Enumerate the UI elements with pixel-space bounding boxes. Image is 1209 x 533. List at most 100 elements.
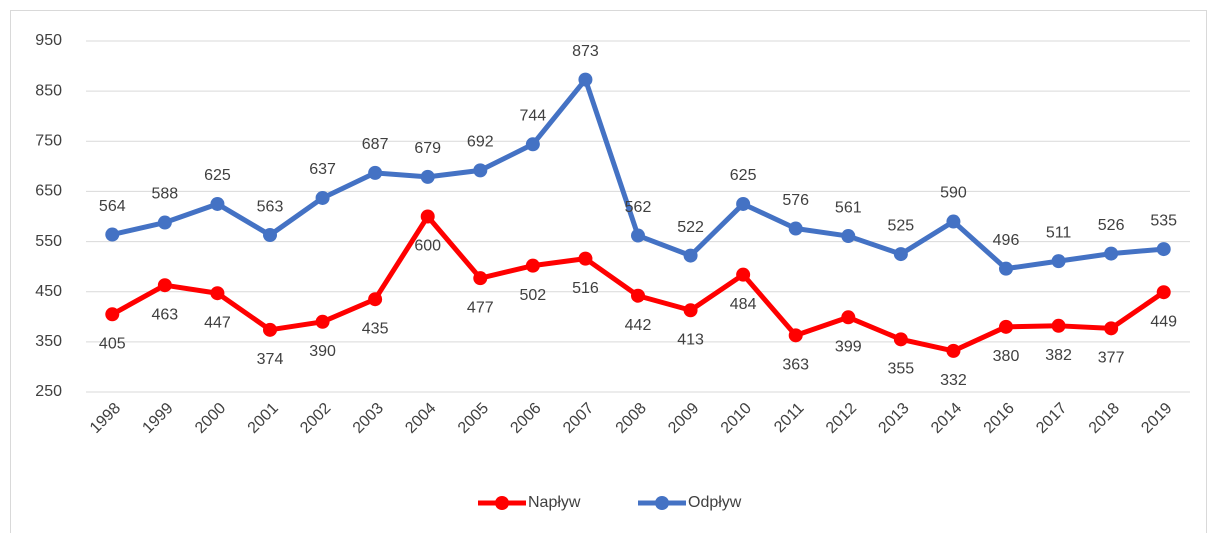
data-point <box>841 310 856 325</box>
data-label: 463 <box>152 306 179 323</box>
x-tick-label: 2002 <box>297 400 334 437</box>
data-point <box>473 163 488 178</box>
y-tick-label: 950 <box>35 32 62 49</box>
legend-marker <box>655 496 669 510</box>
legend-label: Odpływ <box>688 494 742 511</box>
x-tick-label: 2003 <box>350 400 387 437</box>
data-label: 600 <box>414 238 441 255</box>
data-point <box>315 190 330 205</box>
x-tick-label: 2008 <box>613 400 650 437</box>
data-point <box>210 196 225 211</box>
data-point <box>578 72 593 87</box>
data-point <box>631 228 645 243</box>
data-point <box>105 307 120 322</box>
data-label: 355 <box>888 361 915 378</box>
x-tick-label: 2017 <box>1033 400 1070 437</box>
data-label: 744 <box>520 108 547 125</box>
data-point <box>420 209 435 224</box>
data-point <box>1104 246 1119 261</box>
legend-marker <box>495 496 509 510</box>
data-label: 625 <box>730 167 757 184</box>
data-point <box>631 288 645 303</box>
data-point <box>210 286 225 301</box>
data-point <box>315 314 330 329</box>
data-point <box>946 214 961 229</box>
data-point <box>578 251 593 266</box>
data-label: 576 <box>782 192 809 209</box>
data-label: 516 <box>572 280 599 297</box>
data-label: 374 <box>257 351 284 368</box>
x-tick-label: 2000 <box>192 400 229 437</box>
x-tick-label: 1998 <box>87 400 124 437</box>
data-point <box>893 247 908 262</box>
data-point <box>1051 254 1066 269</box>
y-tick-label: 550 <box>35 233 62 250</box>
data-label: 679 <box>414 140 441 157</box>
data-point <box>420 169 435 184</box>
data-label: 535 <box>1150 212 1177 229</box>
data-point <box>368 165 383 180</box>
data-point <box>105 227 120 242</box>
data-point <box>841 229 856 244</box>
data-label: 625 <box>204 167 231 184</box>
data-point <box>999 319 1013 334</box>
data-point <box>263 322 277 337</box>
y-tick-label: 250 <box>35 383 62 400</box>
chart-frame <box>10 10 1207 533</box>
data-label: 637 <box>309 161 336 178</box>
data-label: 380 <box>993 348 1020 365</box>
data-point <box>736 196 751 211</box>
x-tick-label: 1999 <box>139 400 176 437</box>
x-tick-label: 2019 <box>1138 400 1175 437</box>
data-label: 564 <box>99 198 126 215</box>
data-label: 522 <box>677 219 704 236</box>
y-tick-label: 850 <box>35 82 62 99</box>
x-tick-label: 2005 <box>455 400 492 437</box>
y-tick-label: 750 <box>35 133 62 150</box>
x-tick-label: 2013 <box>875 400 912 437</box>
data-label: 399 <box>835 339 862 356</box>
data-point <box>1104 321 1119 336</box>
data-label: 477 <box>467 299 494 316</box>
data-label: 363 <box>782 357 809 374</box>
data-label: 442 <box>625 317 652 334</box>
y-tick-label: 450 <box>35 283 62 300</box>
x-tick-label: 2016 <box>981 400 1018 437</box>
data-label: 526 <box>1098 217 1125 234</box>
data-point <box>999 261 1013 276</box>
data-label: 687 <box>362 136 389 153</box>
data-label: 590 <box>940 185 967 202</box>
y-tick-label: 650 <box>35 183 62 200</box>
data-point <box>1051 318 1066 333</box>
x-tick-label: 2010 <box>718 400 755 437</box>
data-point <box>1156 242 1171 257</box>
data-label: 435 <box>362 320 389 337</box>
x-tick-label: 2011 <box>771 400 807 436</box>
data-label: 447 <box>204 314 231 331</box>
data-point <box>946 343 961 358</box>
data-label: 377 <box>1098 350 1125 367</box>
x-tick-label: 2009 <box>665 400 702 437</box>
data-label: 692 <box>467 134 494 151</box>
data-label: 332 <box>940 372 967 389</box>
data-point <box>473 271 488 286</box>
data-label: 484 <box>730 296 757 313</box>
data-label: 873 <box>572 43 599 60</box>
data-point <box>788 328 803 343</box>
x-tick-label: 2012 <box>823 400 860 437</box>
data-point <box>736 267 751 282</box>
x-tick-label: 2014 <box>928 400 965 437</box>
x-tick-label: 2018 <box>1086 400 1123 437</box>
data-label: 525 <box>888 217 915 234</box>
x-tick-label: 2004 <box>402 400 439 437</box>
data-point <box>525 258 540 273</box>
data-point <box>368 292 383 307</box>
data-label: 502 <box>520 287 547 304</box>
data-point <box>157 215 172 230</box>
data-label: 390 <box>309 343 336 360</box>
data-point <box>788 221 803 236</box>
data-label: 496 <box>993 232 1020 249</box>
legend-label: Napływ <box>528 494 581 511</box>
data-point <box>1156 285 1171 300</box>
